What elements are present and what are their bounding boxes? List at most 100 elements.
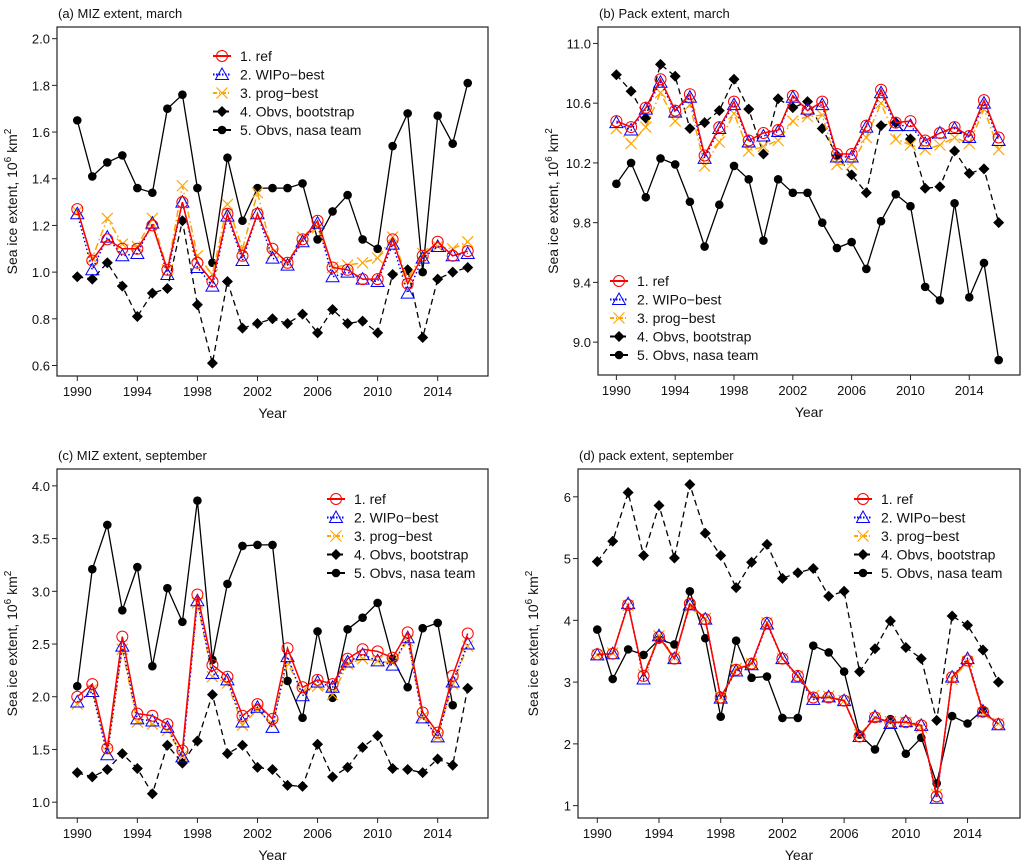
data-point-wipo-2001	[759, 616, 775, 630]
data-point-nasa-2001	[238, 216, 247, 226]
data-point-boot-2006	[838, 585, 850, 597]
data-point-wipo-2007	[325, 269, 340, 283]
data-point-nasa-1996	[163, 583, 172, 593]
x-tick-label: 1994	[661, 383, 690, 398]
legend-label-wipo: 2. WIPo−best	[240, 67, 325, 83]
series-wipo	[589, 596, 1006, 804]
data-point-nasa-2003	[268, 540, 277, 550]
data-point-ref-2013	[416, 249, 429, 262]
data-point-boot-2012	[931, 714, 943, 726]
data-point-ref-2000	[221, 670, 234, 683]
data-point-ref-2008	[868, 711, 881, 724]
legend-label-wipo: 2. WIPo−best	[354, 510, 439, 526]
data-point-ref-2003	[266, 242, 279, 255]
panel-c: (c) MIZ extent, september 1.0 1.5 2.0 2.5 3.0…	[3, 448, 489, 863]
data-point-nasa-2006	[313, 627, 322, 636]
x-tick-label: 1990	[583, 826, 612, 841]
data-point-ref-2009	[884, 716, 897, 729]
data-point-boot-2006	[312, 738, 324, 750]
series-line-wipo	[616, 80, 1000, 161]
series-nasa	[612, 154, 1003, 365]
data-point-nasa-2012	[935, 296, 945, 305]
series-boot	[71, 215, 474, 369]
y-tick-label: 1.5	[32, 742, 50, 757]
series-line-wipo	[76, 201, 468, 296]
data-point-boot-1999	[206, 689, 218, 701]
x-tick-label: 2002	[243, 826, 272, 841]
data-point-nasa-2007	[862, 264, 871, 274]
y-tick-label: 10.2	[566, 156, 591, 171]
data-point-nasa-2000	[759, 236, 768, 245]
data-point-ref-1991	[86, 254, 99, 267]
series-line-nasa	[596, 589, 984, 786]
series-line-ref	[76, 201, 468, 286]
data-point-nasa-2004	[817, 218, 827, 227]
data-point-wipo-2006	[844, 149, 859, 163]
data-point-ref-1994	[131, 242, 144, 255]
data-point-ref-2016	[461, 245, 474, 258]
data-point-nasa-2011	[388, 141, 397, 151]
data-point-boot-2003	[792, 567, 804, 579]
data-point-nasa-2000	[223, 579, 232, 589]
data-point-ref-2000	[745, 657, 758, 670]
data-point-boot-1999	[743, 103, 755, 115]
data-point-nasa-2001	[773, 175, 783, 184]
data-point-nasa-2003	[268, 183, 277, 193]
data-point-ref-2007	[326, 261, 339, 274]
data-point-ref-2011	[915, 719, 928, 732]
data-point-ref-2011	[919, 134, 932, 147]
data-point-boot-1993	[638, 549, 650, 561]
data-point-wipo-2012	[929, 790, 945, 804]
data-point-wipo-2003	[265, 250, 280, 264]
x-tick-label: 2006	[303, 826, 332, 841]
data-point-boot-1991	[86, 273, 98, 285]
data-point-wipo-2007	[325, 679, 340, 693]
data-point-ref-2012	[933, 127, 946, 140]
data-point-wipo-2010	[898, 714, 914, 728]
data-point-wipo-1995	[145, 215, 160, 229]
data-point-boot-2013	[417, 331, 429, 343]
x-tick-label: 1994	[645, 826, 674, 841]
data-point-boot-1998	[715, 549, 727, 561]
legend-label-boot: 4. Obvs, bootstrap	[637, 329, 752, 345]
data-point-boot-2001	[236, 322, 248, 334]
data-point-boot-2004	[807, 562, 819, 574]
data-point-ref-1990	[71, 690, 84, 703]
y-tick-label: 2.0	[32, 690, 50, 705]
data-point-wipo-1996	[682, 597, 698, 611]
data-point-wipo-1991	[84, 262, 100, 276]
data-point-boot-1992	[101, 257, 113, 269]
series-nasa	[72, 496, 458, 723]
data-point-ref-1998	[728, 95, 741, 108]
data-point-nasa-1994	[670, 160, 680, 169]
legend-marker-wipo	[855, 509, 871, 523]
data-point-wipo-2008	[340, 654, 355, 668]
data-point-boot-2000	[757, 148, 769, 160]
data-point-wipo-2005	[295, 234, 310, 248]
data-point-ref-1992	[639, 101, 652, 114]
data-point-wipo-2000	[220, 208, 235, 222]
data-point-wipo-2015	[445, 674, 461, 688]
data-point-ref-2012	[401, 277, 414, 290]
data-point-nasa-1992	[103, 520, 112, 530]
x-tick-label: 1998	[706, 826, 735, 841]
data-point-ref-1991	[606, 647, 619, 660]
y-tick-label: 1.0	[32, 795, 50, 810]
legend: 1. ref 2. WIPo−best 3. prog−best 4. Obvs, b…	[610, 273, 758, 363]
data-point-prog-1997	[176, 179, 189, 192]
data-point-ref-2013	[416, 706, 429, 719]
data-point-nasa-1990	[592, 625, 602, 634]
plot-frame	[56, 468, 489, 819]
data-point-boot-1995	[146, 788, 158, 800]
data-point-boot-1997	[699, 527, 711, 539]
data-point-ref-1992	[101, 233, 114, 246]
data-point-nasa-1992	[641, 192, 651, 202]
data-point-ref-2000	[221, 207, 234, 220]
data-point-nasa-1998	[716, 712, 726, 721]
legend-marker-nasa	[217, 125, 227, 135]
data-point-ref-1997	[699, 613, 712, 626]
data-point-wipo-2004	[805, 691, 821, 705]
data-point-nasa-2009	[358, 613, 367, 622]
x-tick-label: 2010	[891, 826, 920, 841]
x-tick-label: 2014	[423, 826, 452, 841]
